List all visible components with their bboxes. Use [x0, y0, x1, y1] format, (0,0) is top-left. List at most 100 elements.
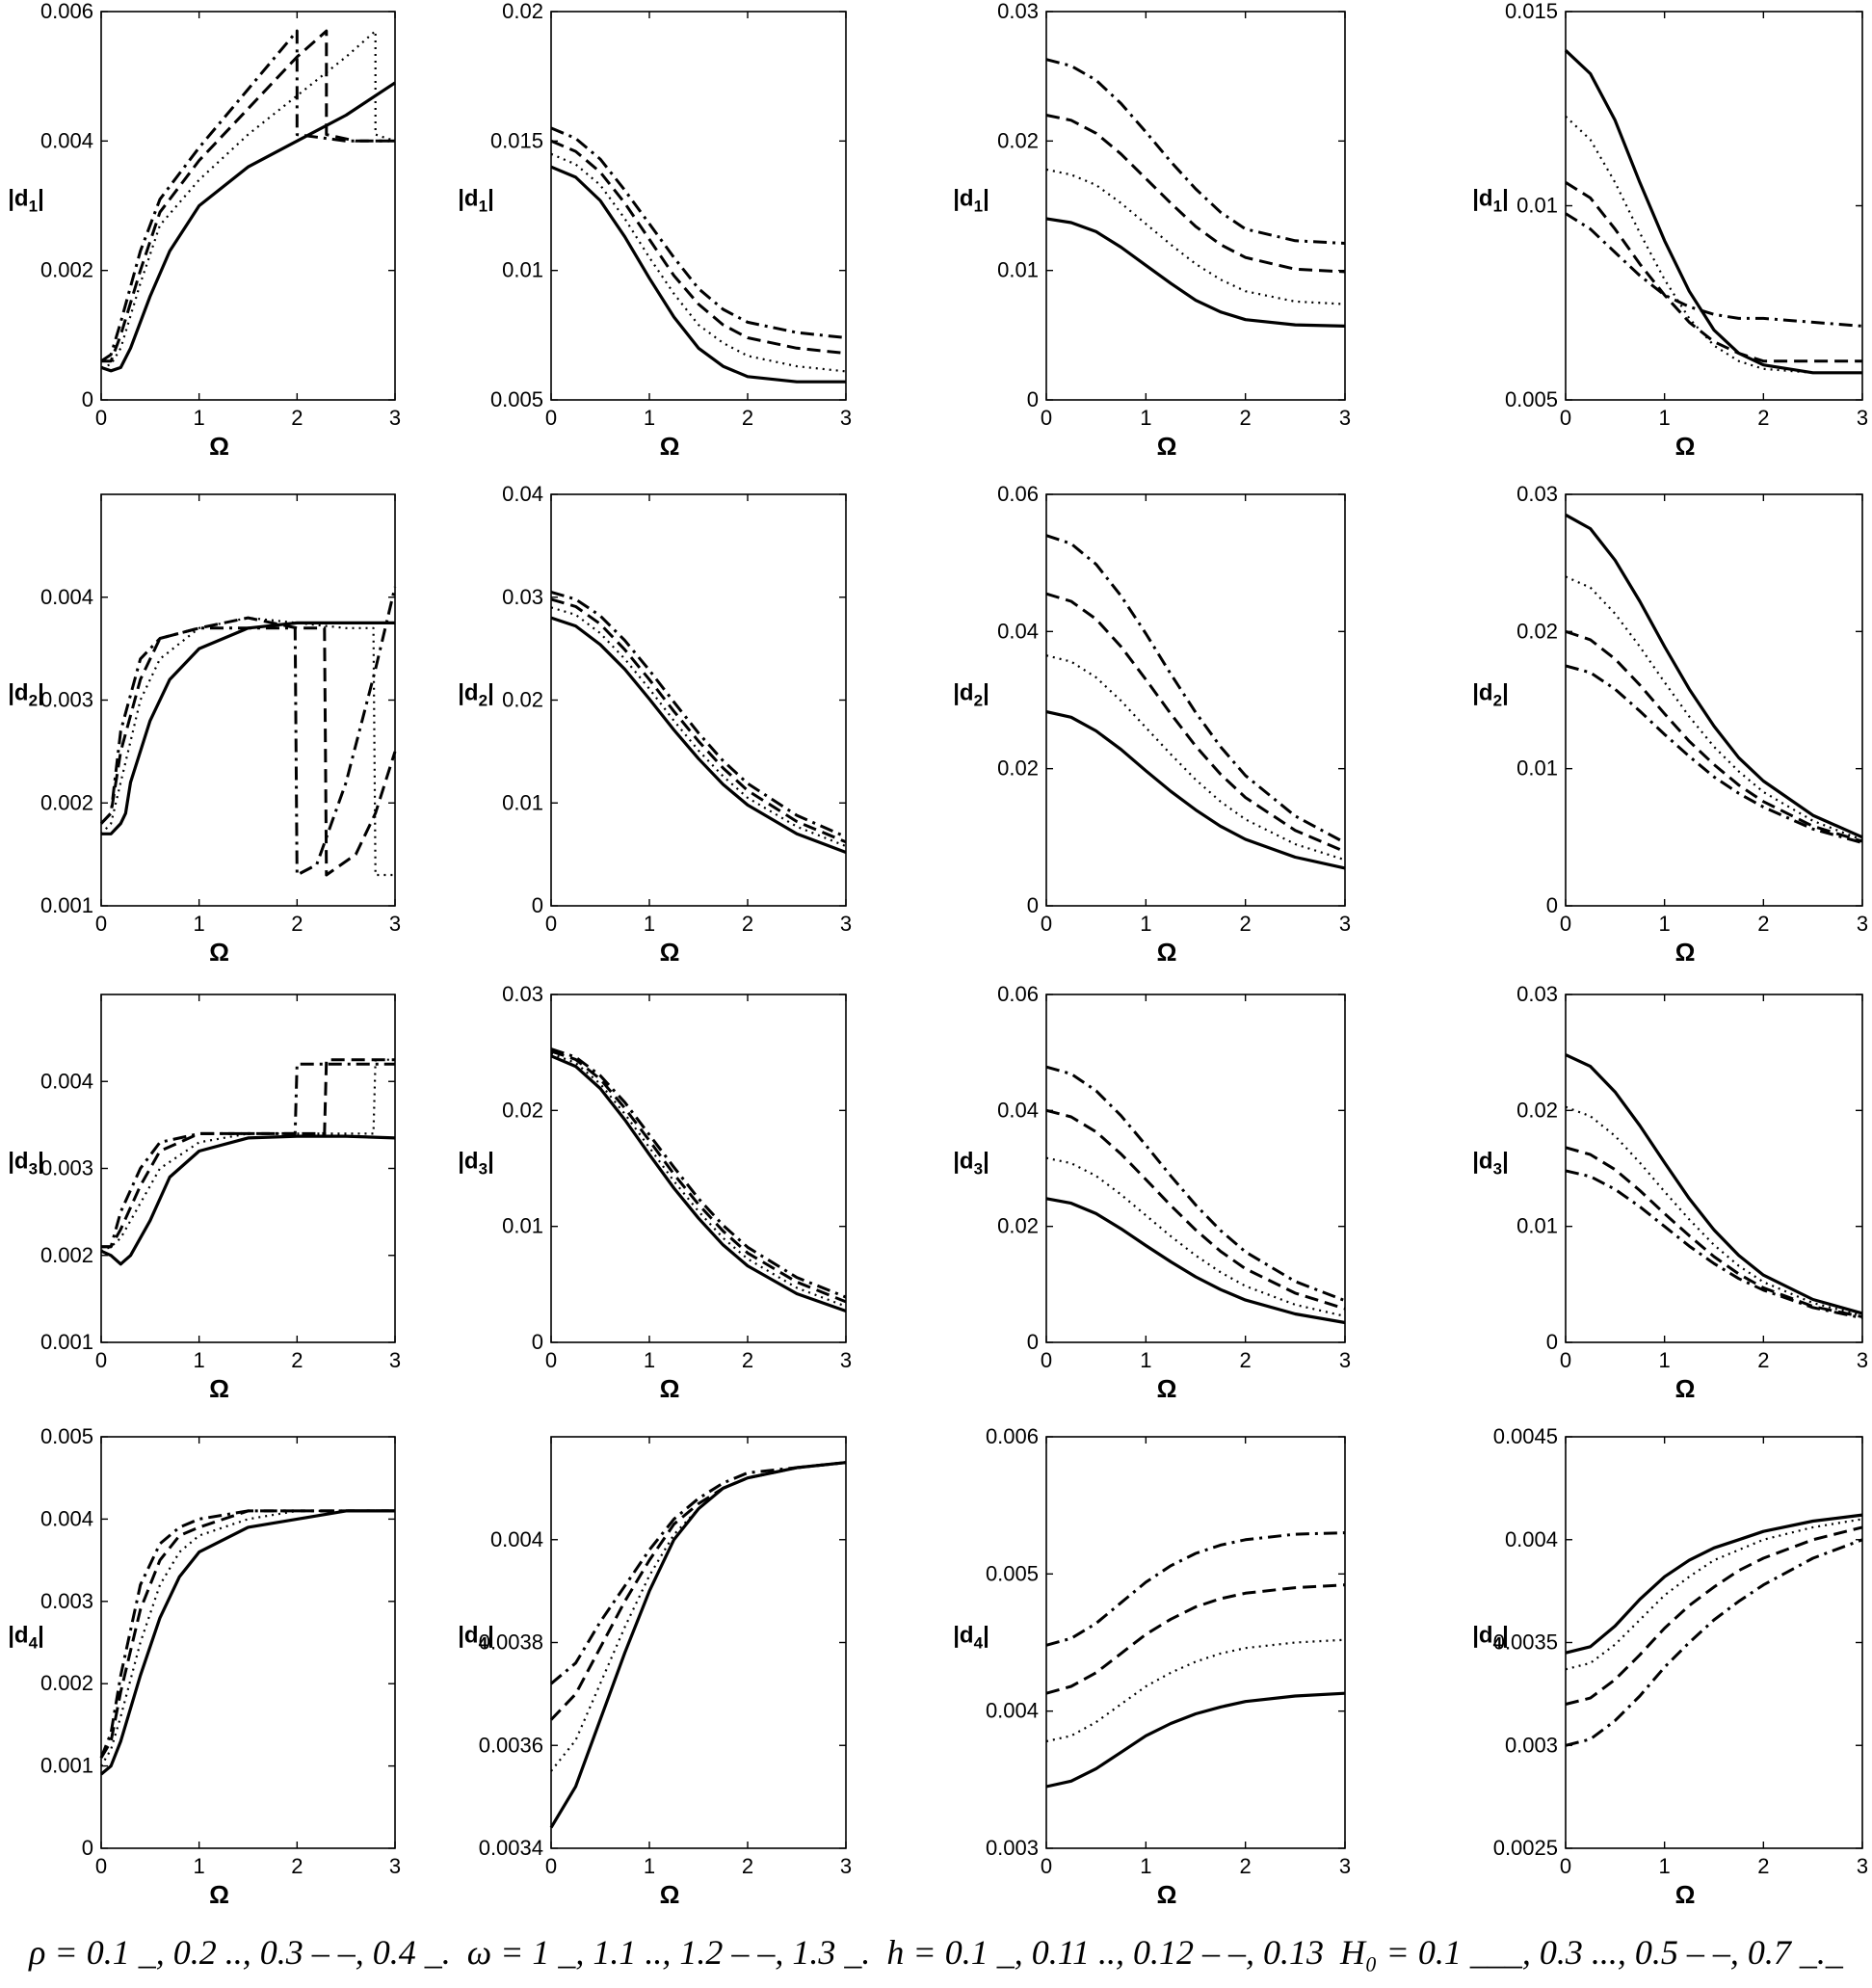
plot-frame: [1565, 1436, 1863, 1849]
plot-frame: [550, 493, 847, 907]
x-tick-label: 1: [1140, 1348, 1151, 1372]
plot-frame: [100, 1436, 396, 1849]
x-tick-label: 3: [1857, 912, 1868, 936]
plot-frame: [100, 493, 396, 907]
series-line-solid: [550, 616, 847, 854]
y-tick-label: 0.01: [1516, 194, 1558, 218]
series-line-solid: [1045, 1691, 1346, 1789]
series-line-dashdot: [550, 590, 847, 838]
x-tick-label: 1: [644, 406, 655, 430]
plot-frame: [1045, 11, 1346, 401]
y-tick-label: 0.01: [997, 258, 1039, 282]
x-tick-label: 0: [545, 1348, 557, 1372]
x-tick-label: 1: [644, 1854, 655, 1878]
x-tick-label: 2: [291, 406, 303, 430]
y-tick-label: 0.01: [502, 1214, 543, 1238]
series-line-dashed: [550, 597, 847, 844]
subplot-r3-c3: 0 0.02 0.04 0.06 0 1 2 3 Ω |d3|: [953, 982, 1351, 1403]
y-axis-title: |d3|: [953, 1149, 989, 1179]
x-tick-label: 1: [194, 912, 205, 936]
series-line-dashdot: [101, 1062, 395, 1249]
x-tick-label: 0: [1560, 912, 1571, 936]
x-tick-label: 3: [389, 912, 401, 936]
y-tick-label: 0: [1546, 1330, 1558, 1354]
x-tick-label: 1: [1140, 912, 1151, 936]
y-tick-label: 0.03: [502, 982, 543, 1006]
series-line-dotted: [1045, 1156, 1346, 1317]
y-tick-label: 0.04: [997, 1098, 1039, 1122]
y-tick-label: 0.002: [40, 1671, 93, 1695]
y-tick-label: 0: [82, 1836, 93, 1860]
x-tick-label: 2: [1240, 1854, 1252, 1878]
x-tick-label: 2: [291, 912, 303, 936]
y-tick-label: 0.0045: [1493, 1424, 1558, 1448]
x-tick-label: 1: [1659, 1348, 1671, 1372]
y-tick-label: 0.002: [40, 790, 93, 814]
legend-caption: ρ = 0.1 _, 0.2 .., 0.3 – –, 0.4 _. ω = 1…: [0, 1932, 1872, 1973]
plot-frame: [550, 994, 847, 1343]
y-tick-label: 0.004: [40, 585, 93, 609]
series-line-dashdot: [1565, 1538, 1863, 1747]
x-tick-label: 3: [840, 1348, 852, 1372]
y-axis-title: |d4|: [458, 1623, 494, 1653]
x-axis-title: Ω: [660, 1374, 680, 1403]
y-tick-label: 0.006: [986, 1424, 1039, 1448]
x-tick-label: 1: [1659, 1854, 1671, 1878]
y-tick-label: 0.02: [997, 128, 1039, 152]
x-tick-label: 2: [742, 912, 753, 936]
series-line-dashed: [1045, 592, 1346, 854]
series-line-dotted: [100, 1509, 395, 1767]
x-tick-label: 3: [389, 1854, 401, 1878]
subplot-r4-c3: 0.003 0.004 0.005 0.006 0 1 2 3 Ω |d4|: [953, 1424, 1351, 1909]
series-line-dashed: [1045, 114, 1346, 274]
series-line-dashdot: [1565, 664, 1863, 844]
series-line-dashed: [1045, 1108, 1346, 1311]
y-tick-label: 0.006: [40, 0, 93, 23]
y-axis-title: |d4|: [8, 1623, 44, 1653]
x-tick-label: 0: [95, 406, 107, 430]
y-axis-title: |d1|: [458, 186, 494, 216]
y-tick-label: 0: [1027, 893, 1039, 917]
y-tick-label: 0.004: [1505, 1527, 1558, 1551]
subplot-r4-c2: 0.0034 0.0036 0.0038 0.004 0 1 2 3 Ω |d4|: [458, 1436, 852, 1909]
series-line-dashed: [1565, 181, 1862, 363]
y-axis-title: |d3|: [8, 1149, 44, 1179]
x-tick-label: 3: [1339, 1854, 1351, 1878]
subplot-r3-c1: 0.001 0.002 0.003 0.004 0 1 2 3 Ω |d3|: [8, 994, 401, 1403]
y-tick-label: 0.004: [490, 1527, 543, 1551]
y-tick-label: 0.002: [40, 1243, 93, 1267]
x-axis-title: Ω: [1675, 1374, 1696, 1403]
y-tick-label: 0.001: [40, 1754, 93, 1778]
x-axis-title: Ω: [1157, 1374, 1177, 1403]
x-tick-label: 0: [1041, 1348, 1052, 1372]
y-tick-label: 0.06: [997, 482, 1039, 506]
series-line-dotted: [550, 1052, 847, 1308]
x-tick-label: 1: [1140, 406, 1151, 430]
series-line-dashdot: [550, 1461, 847, 1685]
y-tick-label: 0.004: [40, 1506, 93, 1530]
y-tick-label: 0.04: [502, 482, 543, 506]
y-tick-label: 0: [1027, 387, 1039, 411]
plot-frame: [1045, 493, 1346, 907]
y-tick-label: 0.004: [986, 1699, 1039, 1723]
x-tick-label: 0: [545, 406, 557, 430]
y-tick-label: 0.02: [997, 756, 1039, 781]
x-tick-label: 3: [840, 406, 852, 430]
subplot-r3-c4: 0 0.01 0.02 0.03 0 1 2 3 Ω |d3|: [1472, 982, 1868, 1403]
y-tick-label: 0.02: [997, 1214, 1039, 1238]
series-line-dashdot: [1045, 1531, 1346, 1647]
series-line-dashed: [99, 1509, 395, 1759]
subplot-r1-c3: 0 0.01 0.02 0.03 0 1 2 3 Ω |d1|: [953, 0, 1351, 461]
y-tick-label: 0.0035: [1493, 1630, 1558, 1655]
y-tick-label: 0.001: [40, 1330, 93, 1354]
series-line-dashdot: [99, 1509, 395, 1759]
x-tick-label: 2: [1757, 912, 1769, 936]
y-tick-label: 0.01: [502, 258, 543, 282]
series-line-solid: [1564, 49, 1862, 375]
y-tick-label: 0.015: [1505, 0, 1558, 23]
y-axis-title: |d2|: [8, 680, 44, 710]
y-axis-title: |d2|: [953, 680, 989, 710]
x-axis-title: Ω: [1675, 432, 1696, 461]
y-tick-label: 0.001: [40, 893, 93, 917]
